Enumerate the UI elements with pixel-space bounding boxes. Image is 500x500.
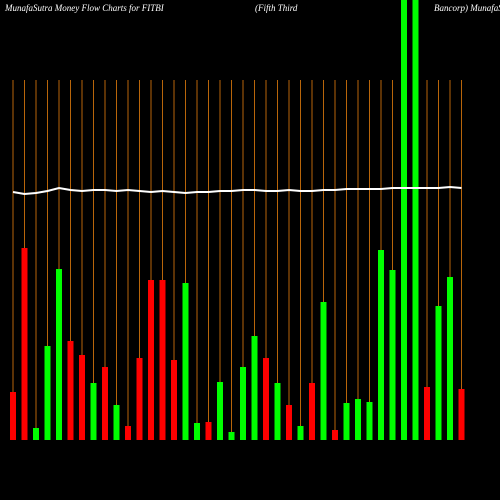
bar: [33, 428, 39, 440]
bar: [159, 280, 166, 440]
bar: [205, 422, 212, 440]
bar: [274, 383, 281, 440]
bar: [251, 336, 258, 440]
bar: [171, 360, 177, 440]
bar: [447, 277, 453, 440]
bar: [217, 382, 223, 440]
bar: [240, 367, 246, 440]
bar: [424, 387, 430, 440]
bar: [458, 389, 465, 440]
bar: [67, 341, 74, 440]
bar: [263, 358, 269, 440]
bar: [320, 302, 327, 440]
bar: [125, 426, 131, 440]
chart-title: MunafaSutra Money Flow Charts for FITBI: [4, 3, 165, 13]
bar: [297, 426, 304, 440]
plot-area: [10, 0, 465, 440]
bar: [366, 402, 373, 440]
bar: [401, 0, 407, 440]
bar: [355, 399, 361, 440]
bar: [21, 248, 28, 440]
bar: [309, 383, 315, 440]
bar: [435, 306, 442, 440]
bar: [10, 392, 16, 440]
bar: [56, 269, 62, 440]
money-flow-line: [12, 185, 462, 196]
bar: [148, 280, 154, 440]
bar: [136, 358, 143, 440]
bar: [102, 367, 108, 440]
bar: [90, 383, 97, 440]
bar: [79, 355, 85, 440]
bar: [113, 405, 120, 440]
bar: [44, 346, 51, 440]
bar: [343, 403, 350, 440]
bar: [378, 250, 384, 440]
chart-title: (Fifth Third: [255, 3, 298, 13]
bar: [286, 405, 292, 440]
bar: [412, 0, 419, 440]
bar: [228, 432, 235, 440]
bar: [332, 430, 338, 440]
bar: [389, 270, 396, 440]
chart-title: Bancorp) MunafaS: [434, 3, 500, 13]
bar: [182, 283, 189, 440]
bar: [194, 423, 200, 440]
